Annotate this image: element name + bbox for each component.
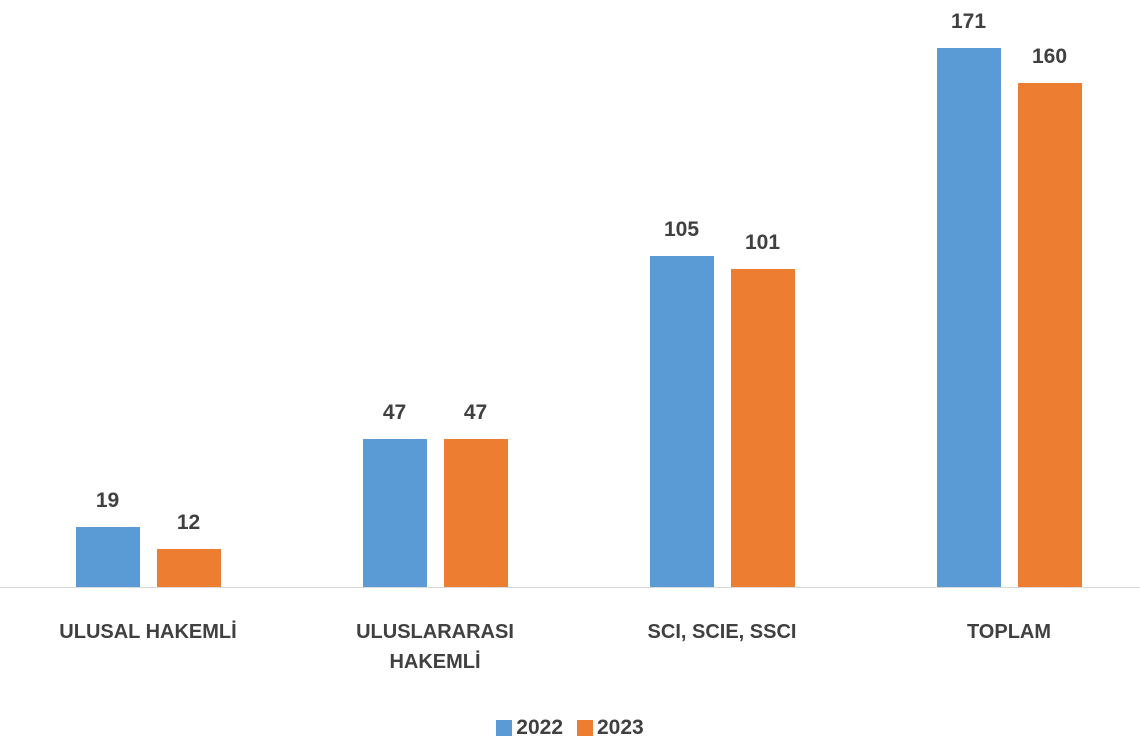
legend-item: 2022 [496,716,563,740]
value-label: 105 [663,218,700,242]
bar [156,549,221,587]
legend-item: 2023 [577,716,644,740]
value-label: 160 [1031,44,1068,68]
value-label: 12 [176,511,201,535]
value-label: 101 [744,230,781,254]
bar [730,268,795,587]
category-label: ULUSAL HAKEMLİ [59,621,237,643]
value-label: 19 [95,489,120,513]
legend: 2022 2023 [0,716,1140,740]
category-label: ULUSLARARASI HAKEMLİ [356,621,514,673]
bar [75,527,140,587]
legend-swatch [496,720,513,736]
bar [362,438,427,587]
value-label: 47 [463,400,488,424]
bar [1017,82,1082,587]
value-label: 171 [950,10,987,33]
legend-label: 2022 [516,716,563,739]
category-label: TOPLAM [966,621,1052,643]
bar [443,438,508,587]
legend-swatch [577,720,593,736]
baseline [0,587,1140,588]
bar [936,48,1001,587]
legend-label: 2023 [597,716,644,739]
bar [649,256,714,587]
value-label: 47 [382,400,407,424]
category-label: SCI, SCIE, SSCI [647,621,797,643]
